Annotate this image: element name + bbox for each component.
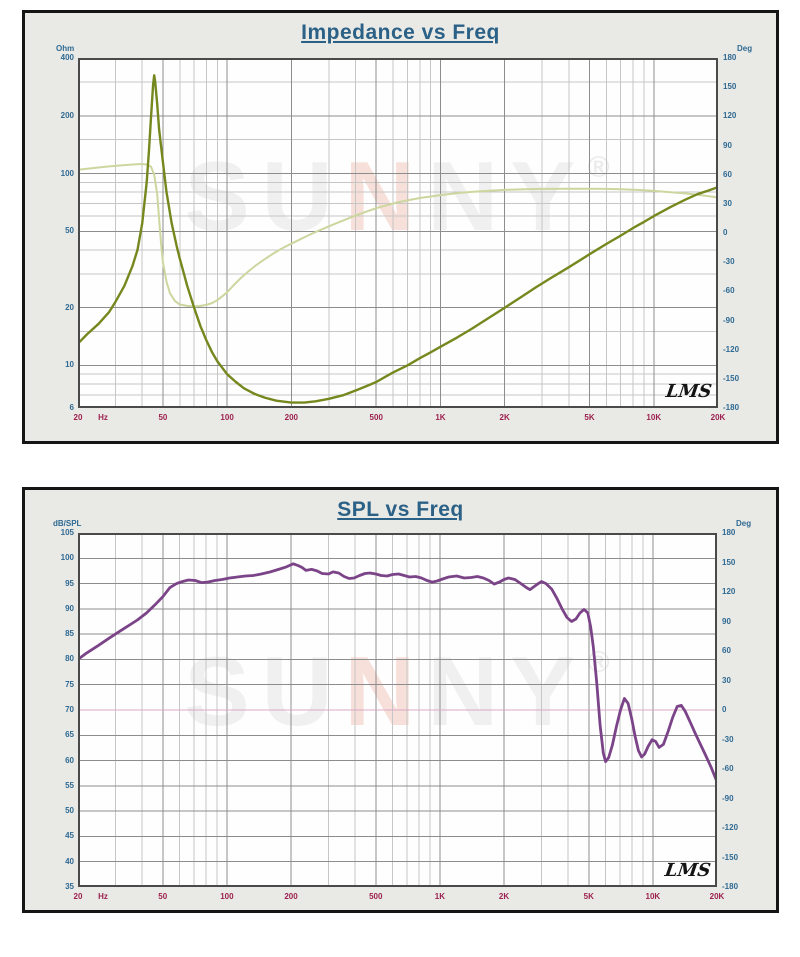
x-axis-tick-label: 200 [284, 892, 298, 901]
left-axis-tick-label: 100 [60, 168, 74, 178]
right-axis-tick-label: 30 [722, 675, 731, 685]
right-axis-tick-label: -30 [722, 734, 734, 744]
right-axis-tick-label: -120 [723, 344, 740, 354]
spl-right-axis-unit-label: Deg [736, 519, 752, 528]
x-axis-tick-label: 2K [499, 413, 510, 422]
spl-chart-title: SPL vs Freq [337, 498, 464, 521]
right-axis-tick-label: 60 [723, 169, 732, 179]
left-axis-tick-label: 75 [65, 679, 74, 689]
right-axis-tick-label: 90 [723, 140, 732, 150]
phase-curve [78, 163, 718, 308]
right-axis-tick-label: 180 [723, 53, 737, 62]
impedance-chart-panel: Impedance vs Freq Ohm Deg SUNNY® LMS 400… [22, 10, 779, 444]
right-axis-tick-label: 120 [722, 587, 736, 596]
impedance-right-axis-unit-label: Deg [737, 44, 753, 53]
left-axis-tick-label: 400 [60, 53, 74, 62]
left-axis-tick-label: 85 [65, 629, 74, 639]
left-axis-tick-label: 55 [65, 780, 74, 790]
x-axis-tick-label: 100 [220, 892, 234, 901]
x-axis-tick-label: 50 [158, 892, 168, 901]
left-axis-tick-label: 20 [65, 302, 74, 312]
impedance-plot-background [78, 58, 718, 408]
x-axis-tick-label: 100 [220, 413, 234, 422]
x-axis-tick-label: 200 [284, 413, 299, 422]
right-axis-tick-label: 150 [723, 82, 737, 92]
left-axis-tick-label: 100 [60, 553, 74, 563]
left-axis-tick-label: 10 [65, 360, 74, 370]
left-axis-tick-label: 90 [65, 603, 74, 613]
left-axis-tick-label: 95 [65, 578, 74, 588]
right-axis-tick-label: -150 [722, 852, 739, 862]
spl-plot [78, 533, 717, 887]
x-axis-tick-label: 20K [710, 413, 726, 422]
right-axis-tick-label: -60 [723, 286, 735, 296]
right-axis-tick-label: -120 [722, 823, 739, 832]
x-axis-tick-label: 20 [73, 413, 83, 422]
x-axis-tick-label: 20K [709, 892, 725, 901]
right-axis-tick-label: -150 [723, 373, 740, 383]
x-axis-unit-label: Hz [98, 892, 108, 901]
impedance-chart-title: Impedance vs Freq [301, 21, 500, 44]
left-axis-tick-label: 80 [65, 654, 74, 664]
right-axis-tick-label: -30 [723, 257, 735, 267]
left-axis-tick-label: 35 [65, 882, 74, 891]
left-axis-tick-label: 60 [65, 755, 74, 765]
x-axis-tick-label: 20 [73, 892, 83, 901]
left-axis-tick-label: 50 [65, 226, 74, 236]
left-axis-tick-label: 6 [69, 403, 74, 412]
x-axis-tick-label: 10K [645, 892, 661, 901]
left-axis-tick-label: 40 [65, 856, 74, 866]
left-axis-tick-label: 105 [60, 528, 74, 537]
spl-curve [78, 562, 717, 784]
lms-logo: LMS [664, 381, 714, 402]
right-axis-tick-label: -90 [723, 315, 735, 325]
x-axis-tick-label: 2K [498, 892, 510, 901]
spl-left-axis-unit-label: dB/SPL [53, 519, 82, 528]
x-axis-tick-label: 50 [158, 413, 168, 422]
x-axis-unit-label: Hz [98, 413, 108, 422]
x-axis-tick-label: 1K [435, 413, 446, 422]
impedance-left-axis-unit-label: Ohm [56, 44, 75, 53]
left-axis-tick-label: 50 [65, 806, 74, 816]
x-axis-tick-label: 5K [584, 413, 595, 422]
left-axis-tick-label: 65 [65, 730, 74, 740]
right-axis-tick-label: -180 [722, 882, 739, 891]
right-axis-tick-label: 180 [722, 528, 736, 537]
right-axis-tick-label: 0 [722, 705, 727, 714]
right-axis-tick-label: 90 [722, 616, 731, 626]
left-axis-tick-label: 200 [60, 110, 74, 120]
lms-logo: LMS [663, 860, 713, 881]
x-axis-tick-label: 1K [434, 892, 445, 901]
right-axis-tick-label: 0 [723, 228, 728, 237]
spl-chart-panel: SPL vs Freq dB/SPL Deg SUNNY® LMS 105100… [22, 487, 779, 913]
plot-border [78, 58, 718, 408]
left-axis-tick-label: 45 [65, 831, 74, 841]
x-axis-tick-label: 5K [583, 892, 594, 901]
x-axis-tick-label: 500 [369, 892, 383, 901]
plot-border [78, 533, 717, 887]
right-axis-tick-label: -60 [722, 764, 734, 773]
impedance-plot [78, 58, 718, 408]
x-axis-tick-label: 10K [646, 413, 662, 422]
x-axis-tick-label: 500 [369, 413, 383, 422]
impedance-curve [78, 74, 718, 404]
right-axis-tick-label: -180 [723, 403, 740, 412]
right-axis-tick-label: -90 [722, 793, 734, 803]
left-axis-tick-label: 70 [65, 705, 74, 714]
right-axis-tick-label: 60 [722, 646, 731, 655]
right-axis-tick-label: 150 [722, 557, 736, 567]
right-axis-tick-label: 30 [723, 198, 732, 208]
right-axis-tick-label: 120 [723, 111, 737, 121]
